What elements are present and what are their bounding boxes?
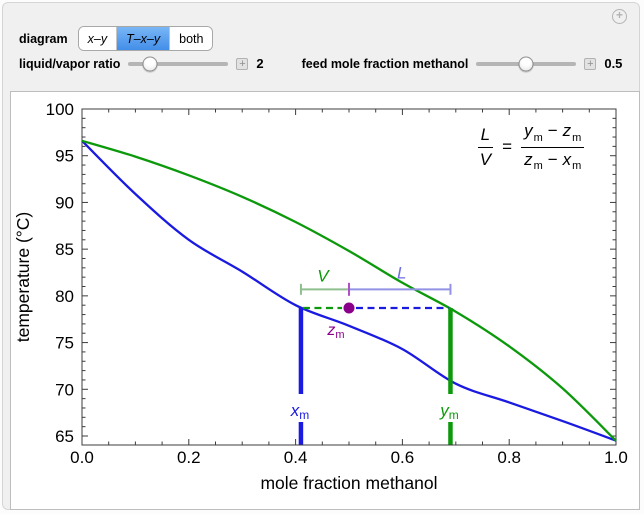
v-label: V bbox=[317, 266, 330, 285]
liquid-vapor-ratio-value: 2 bbox=[256, 56, 264, 71]
x-tick-label: 0.0 bbox=[70, 448, 94, 467]
eq-V: V bbox=[479, 149, 492, 169]
rhs-numerator: ym − zm bbox=[521, 121, 585, 148]
lv-fraction: L V bbox=[477, 124, 494, 170]
x-tick-label: 0.2 bbox=[177, 448, 201, 467]
term-xm: xm bbox=[563, 150, 582, 173]
ym-label: ym bbox=[439, 401, 459, 422]
tab-txy[interactable]: T–x–y bbox=[116, 27, 170, 50]
x-axis-label: mole fraction methanol bbox=[260, 473, 437, 493]
y-tick-label: 65 bbox=[55, 427, 74, 446]
eq-L: L bbox=[480, 124, 491, 144]
eq-sub-m: m bbox=[533, 159, 543, 172]
y-tick-label: 85 bbox=[55, 240, 74, 259]
rhs-fraction: ym − zm zm − xm bbox=[521, 121, 585, 173]
term-zm: zm bbox=[563, 121, 582, 144]
feed-mole-fraction-label: feed mole fraction methanol bbox=[301, 56, 469, 71]
y-axis-label: temperature (°C) bbox=[13, 212, 33, 343]
feed-mole-fraction-thumb[interactable] bbox=[518, 56, 534, 71]
rhs-denominator: zm − xm bbox=[524, 148, 581, 173]
lv-numerator: L bbox=[477, 124, 494, 148]
txy-plot-panel: 0.0 0.2 0.4 0.6 0.8 1.0 65 70 75 80 85 90 95 100 mole … bbox=[10, 91, 640, 510]
y-tick-label: 95 bbox=[55, 147, 74, 166]
plus-stepper-icon[interactable] bbox=[584, 57, 597, 70]
y-tick-label: 70 bbox=[55, 380, 74, 399]
txy-plot: 0.0 0.2 0.4 0.6 0.8 1.0 65 70 75 80 85 90 95 100 mole … bbox=[13, 100, 628, 493]
x-tick-label: 0.4 bbox=[284, 448, 308, 467]
diagram-control-row: diagram x–y T–x–y both bbox=[19, 26, 214, 51]
eq-z: z bbox=[524, 149, 533, 169]
x-tick-label: 0.6 bbox=[391, 448, 415, 467]
eq-z: z bbox=[562, 121, 572, 141]
x-tick-label: 1.0 bbox=[604, 448, 628, 467]
y-tick-label: 80 bbox=[55, 287, 74, 306]
plus-stepper-icon[interactable] bbox=[236, 57, 249, 70]
demonstration-panel: diagram x–y T–x–y both liquid/vapor rati… bbox=[2, 2, 640, 510]
term-zm: zm bbox=[524, 150, 543, 173]
minus-sign: − bbox=[547, 149, 558, 169]
equals-sign: = bbox=[502, 137, 513, 156]
x-tick-label: 0.8 bbox=[497, 448, 521, 467]
eq-y: y bbox=[524, 121, 533, 141]
feed-mole-fraction-value: 0.5 bbox=[604, 56, 623, 71]
y-tick-label: 100 bbox=[46, 100, 74, 119]
xm-label: xm bbox=[290, 401, 310, 422]
feed-mole-fraction-control: feed mole fraction methanol 0.5 bbox=[301, 56, 623, 71]
lv-denominator: V bbox=[480, 148, 491, 170]
liquid-vapor-ratio-slider[interactable] bbox=[128, 56, 229, 71]
l-label: L bbox=[397, 263, 406, 282]
eq-sub-m: m bbox=[572, 159, 582, 172]
slider-row: liquid/vapor ratio 2 feed mole fraction … bbox=[19, 56, 622, 71]
y-tick-label: 90 bbox=[55, 193, 74, 212]
diagram-label: diagram bbox=[19, 31, 68, 46]
feed-mole-fraction-slider[interactable] bbox=[476, 56, 577, 71]
dew-point-curve bbox=[81, 139, 617, 442]
liquid-vapor-ratio-label: liquid/vapor ratio bbox=[19, 56, 121, 71]
diagram-segmented-control: x–y T–x–y both bbox=[77, 26, 214, 51]
minus-sign: − bbox=[547, 121, 558, 141]
term-ym: ym bbox=[524, 121, 543, 144]
eq-sub-m: m bbox=[533, 131, 543, 144]
plus-circle-icon[interactable] bbox=[612, 9, 627, 24]
zm-label: zm bbox=[326, 322, 344, 341]
bubble-point-curve bbox=[81, 139, 617, 442]
liquid-vapor-ratio-thumb[interactable] bbox=[142, 56, 158, 71]
tab-both[interactable]: both bbox=[169, 27, 213, 50]
eq-sub-m: m bbox=[572, 131, 582, 144]
tab-xy[interactable]: x–y bbox=[78, 27, 117, 50]
liquid-vapor-ratio-control: liquid/vapor ratio 2 bbox=[19, 56, 264, 71]
feed-point-dot bbox=[343, 302, 355, 314]
eq-x: x bbox=[562, 149, 572, 169]
lever-rule-equation: L V = ym − zm zm − xm bbox=[455, 114, 607, 180]
y-tick-label: 75 bbox=[55, 334, 74, 353]
